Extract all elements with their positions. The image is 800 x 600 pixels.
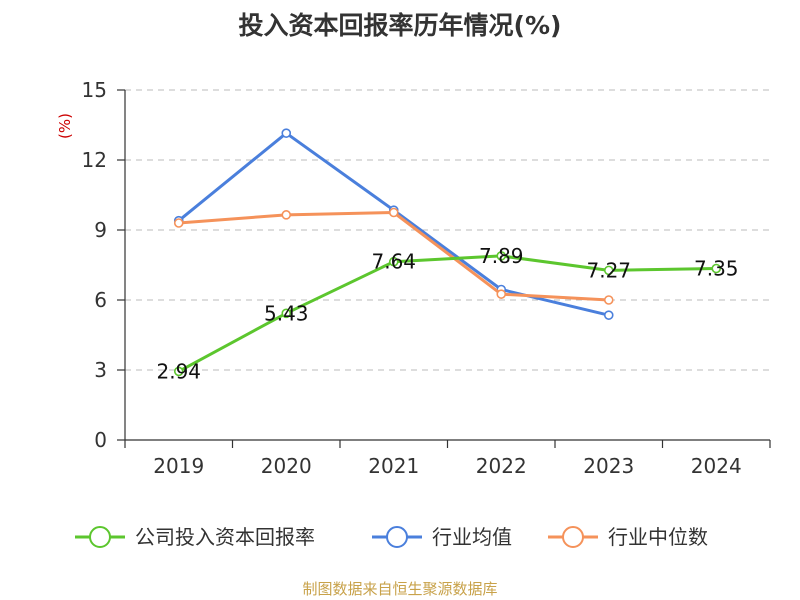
data-label: 7.27	[586, 258, 631, 282]
data-point	[281, 308, 292, 319]
y-tick-label: 0	[94, 428, 107, 452]
y-tick-label: 9	[94, 218, 107, 242]
y-tick-label: 15	[82, 78, 107, 102]
data-label: 5.43	[264, 301, 309, 325]
data-point	[603, 265, 614, 276]
chart-title: 投入资本回报率历年情况(%)	[238, 11, 562, 40]
y-tick-label: 6	[94, 288, 107, 312]
x-tick-label: 2019	[153, 454, 204, 478]
data-label: 7.64	[371, 250, 416, 274]
legend-marker	[89, 526, 111, 548]
data-point	[603, 310, 614, 320]
data-point	[173, 366, 184, 377]
data-point	[388, 256, 399, 267]
data-label: 7.89	[479, 244, 524, 268]
data-point	[388, 207, 399, 218]
data-point	[603, 295, 614, 305]
y-tick-label: 3	[94, 358, 107, 382]
x-tick-label: 2024	[691, 454, 742, 478]
data-point	[173, 218, 184, 228]
x-tick-label: 2020	[261, 454, 312, 478]
data-point	[496, 289, 507, 299]
y-tick-label: 12	[82, 148, 107, 172]
data-point	[281, 210, 292, 220]
legend-label: 公司投入资本回报率	[135, 525, 315, 549]
series-line	[178, 254, 717, 373]
data-point	[496, 251, 507, 261]
data-label: 7.35	[694, 257, 739, 281]
y-axis-label: (%)	[56, 113, 74, 139]
x-tick-label: 2021	[368, 454, 419, 478]
data-label: 2.94	[156, 359, 201, 383]
legend-marker	[562, 526, 584, 548]
legend-marker	[386, 526, 408, 548]
source-label: 制图数据来自恒生聚源数据库	[302, 580, 498, 598]
legend-label: 行业均值	[432, 525, 512, 549]
x-tick-label: 2023	[583, 454, 634, 478]
data-point	[711, 263, 722, 274]
data-point	[281, 128, 292, 138]
x-tick-label: 2022	[476, 454, 527, 478]
legend-label: 行业中位数	[608, 525, 708, 549]
